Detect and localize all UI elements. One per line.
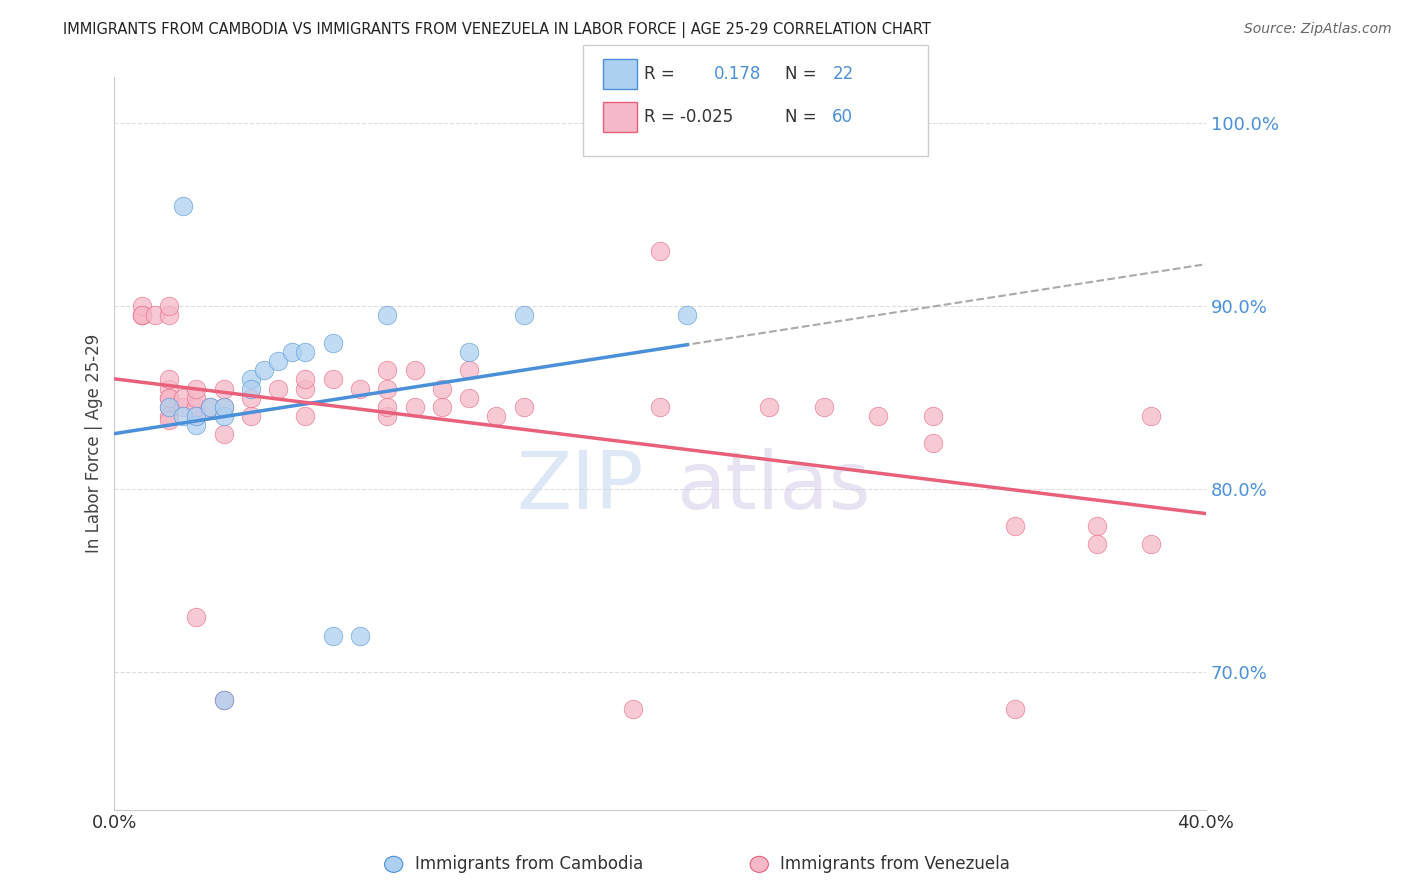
Point bbox=[157, 299, 180, 313]
Point bbox=[294, 345, 316, 359]
Text: Immigrants from Cambodia: Immigrants from Cambodia bbox=[415, 855, 643, 873]
Point bbox=[157, 382, 180, 396]
Point bbox=[375, 409, 398, 423]
Point bbox=[813, 400, 835, 414]
Point bbox=[212, 427, 235, 442]
Point bbox=[1085, 537, 1108, 551]
Point bbox=[267, 382, 290, 396]
Point bbox=[375, 363, 398, 377]
Point bbox=[186, 391, 208, 405]
Text: IMMIGRANTS FROM CAMBODIA VS IMMIGRANTS FROM VENEZUELA IN LABOR FORCE | AGE 25-29: IMMIGRANTS FROM CAMBODIA VS IMMIGRANTS F… bbox=[63, 22, 931, 38]
Point bbox=[648, 244, 671, 259]
Point bbox=[430, 382, 453, 396]
Point bbox=[239, 382, 262, 396]
Text: R = -0.025: R = -0.025 bbox=[644, 108, 733, 126]
Point bbox=[198, 400, 221, 414]
Point bbox=[1004, 702, 1026, 716]
Point bbox=[375, 382, 398, 396]
Point bbox=[143, 309, 166, 323]
Point bbox=[375, 400, 398, 414]
Point bbox=[157, 309, 180, 323]
Point bbox=[294, 409, 316, 423]
Point bbox=[758, 400, 780, 414]
Point bbox=[131, 309, 153, 323]
Point bbox=[921, 409, 943, 423]
Point bbox=[157, 413, 180, 427]
Point bbox=[239, 409, 262, 423]
Point bbox=[868, 409, 890, 423]
Point bbox=[375, 309, 398, 323]
Point bbox=[157, 391, 180, 405]
Point bbox=[212, 400, 235, 414]
Point bbox=[131, 299, 153, 313]
Point bbox=[239, 391, 262, 405]
Point bbox=[186, 382, 208, 396]
Point bbox=[349, 629, 371, 643]
Point bbox=[172, 198, 194, 212]
Point bbox=[921, 436, 943, 450]
Point bbox=[267, 354, 290, 368]
Point bbox=[512, 400, 534, 414]
Point bbox=[157, 372, 180, 386]
Point bbox=[198, 400, 221, 414]
Point bbox=[186, 400, 208, 414]
Point bbox=[294, 382, 316, 396]
Point bbox=[322, 629, 344, 643]
Point bbox=[1004, 519, 1026, 533]
Point bbox=[212, 409, 235, 423]
Point bbox=[212, 382, 235, 396]
Point bbox=[1140, 409, 1163, 423]
Point bbox=[1085, 519, 1108, 533]
Point bbox=[458, 345, 481, 359]
Text: 22: 22 bbox=[832, 65, 853, 83]
Text: atlas: atlas bbox=[676, 449, 870, 526]
Point bbox=[648, 400, 671, 414]
Point bbox=[212, 400, 235, 414]
Point bbox=[131, 309, 153, 323]
Point bbox=[349, 382, 371, 396]
Point bbox=[512, 309, 534, 323]
Point bbox=[212, 692, 235, 706]
Point bbox=[186, 409, 208, 423]
Point bbox=[280, 345, 302, 359]
Point bbox=[1140, 537, 1163, 551]
Point bbox=[157, 400, 180, 414]
Point bbox=[172, 409, 194, 423]
Point bbox=[186, 610, 208, 624]
Point bbox=[186, 418, 208, 433]
Y-axis label: In Labor Force | Age 25-29: In Labor Force | Age 25-29 bbox=[86, 334, 103, 553]
Point bbox=[621, 702, 644, 716]
Text: 60: 60 bbox=[832, 108, 853, 126]
Point bbox=[430, 400, 453, 414]
Point bbox=[322, 335, 344, 350]
Text: Immigrants from Venezuela: Immigrants from Venezuela bbox=[780, 855, 1010, 873]
Point bbox=[172, 400, 194, 414]
Point bbox=[157, 400, 180, 414]
Text: ZIP: ZIP bbox=[516, 449, 644, 526]
Text: Source: ZipAtlas.com: Source: ZipAtlas.com bbox=[1244, 22, 1392, 37]
Point bbox=[676, 309, 699, 323]
Text: 0.178: 0.178 bbox=[714, 65, 762, 83]
Point bbox=[212, 692, 235, 706]
Point bbox=[253, 363, 276, 377]
Text: N =: N = bbox=[785, 65, 815, 83]
Point bbox=[458, 391, 481, 405]
Point bbox=[485, 409, 508, 423]
Point bbox=[458, 363, 481, 377]
Point bbox=[322, 372, 344, 386]
Text: N =: N = bbox=[785, 108, 815, 126]
Point bbox=[157, 391, 180, 405]
Point bbox=[239, 372, 262, 386]
Point bbox=[404, 400, 426, 414]
Point bbox=[131, 309, 153, 323]
Point bbox=[404, 363, 426, 377]
Point bbox=[157, 409, 180, 423]
Point bbox=[294, 372, 316, 386]
Point bbox=[186, 409, 208, 423]
Point bbox=[172, 391, 194, 405]
Text: R =: R = bbox=[644, 65, 675, 83]
